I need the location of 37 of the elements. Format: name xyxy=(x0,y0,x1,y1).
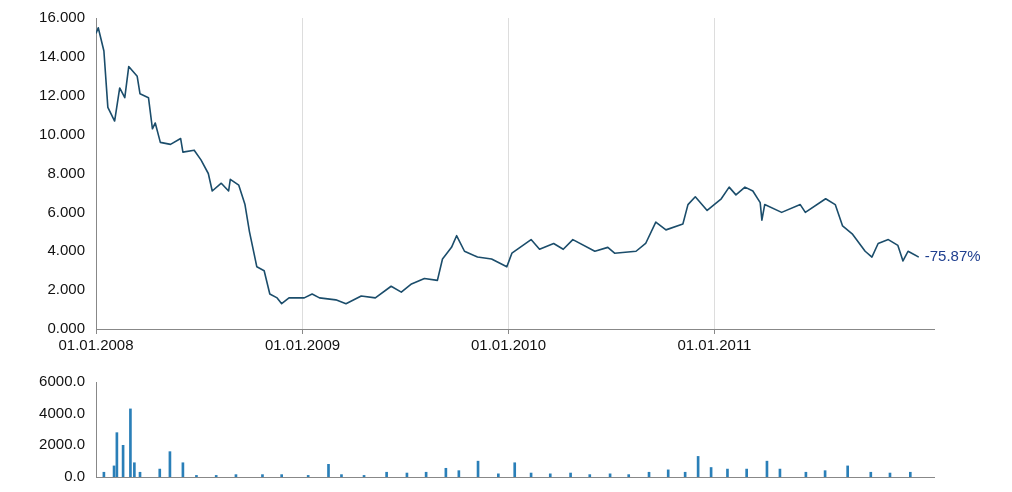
bar xyxy=(513,462,517,477)
y-tick-label: 0.000 xyxy=(47,319,85,337)
y-tick-label: 16.000 xyxy=(39,8,85,26)
y-tick-label: 6000.0 xyxy=(39,372,85,390)
x-tick-label: 01.01.2009 xyxy=(265,336,341,354)
y-tick-label: 6.000 xyxy=(47,202,85,220)
bar xyxy=(745,468,748,477)
bar xyxy=(569,472,572,477)
annotation: -75.87% xyxy=(924,247,981,265)
bar xyxy=(327,464,330,477)
bar xyxy=(158,468,162,477)
bar xyxy=(908,471,912,477)
y-tick-label: 2.000 xyxy=(47,280,85,298)
bar xyxy=(627,474,631,477)
bar xyxy=(588,474,592,477)
y-tick-label: 12.000 xyxy=(39,85,85,103)
y-tick-label: 4.000 xyxy=(47,241,85,259)
x-tick-label: 01.01.2011 xyxy=(677,336,752,354)
y-tick-label: 0.0 xyxy=(64,467,85,485)
bar xyxy=(869,471,873,477)
bar xyxy=(261,474,264,477)
bar xyxy=(280,474,283,477)
y-tick-label: 4000.0 xyxy=(39,403,85,421)
x-tick-label: 01.01.2010 xyxy=(470,336,547,354)
bar xyxy=(340,474,343,477)
bar xyxy=(666,469,670,477)
y-tick-label: 2000.0 xyxy=(39,435,85,453)
y-tick-label: 14.000 xyxy=(39,47,85,65)
bar xyxy=(548,473,552,477)
bar xyxy=(129,408,132,477)
bar xyxy=(385,471,388,477)
bar xyxy=(726,468,729,477)
y-tick-label: 8.000 xyxy=(47,163,85,181)
y-tick-label: 10.000 xyxy=(39,124,85,142)
bar xyxy=(846,465,849,477)
bar xyxy=(497,473,500,477)
x-tick-label: 01.01.2008 xyxy=(58,336,134,354)
